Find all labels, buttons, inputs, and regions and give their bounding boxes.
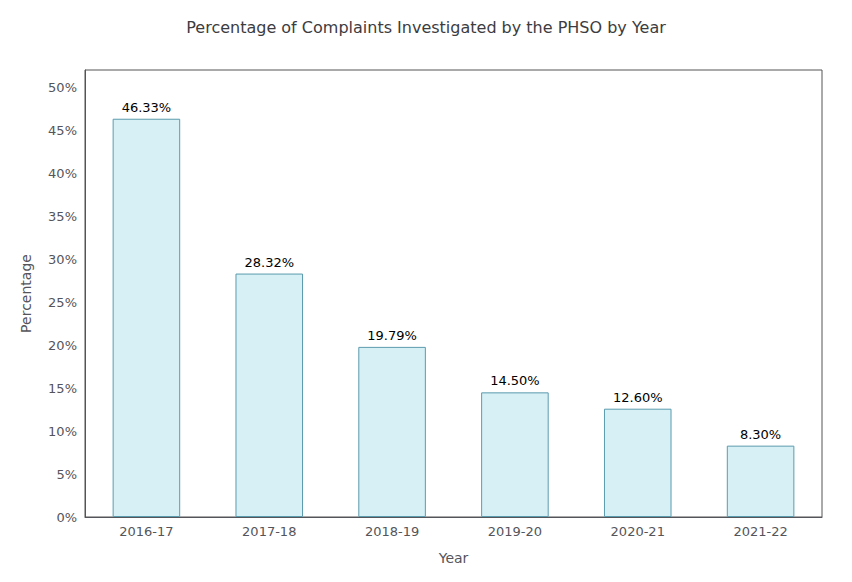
svg-text:25%: 25% — [48, 295, 77, 310]
svg-text:35%: 35% — [48, 209, 77, 224]
svg-text:50%: 50% — [48, 80, 77, 95]
svg-text:15%: 15% — [48, 381, 77, 396]
svg-text:8.30%: 8.30% — [740, 427, 781, 442]
svg-text:10%: 10% — [48, 424, 77, 439]
svg-text:2019-20: 2019-20 — [488, 524, 542, 539]
svg-text:12.60%: 12.60% — [613, 390, 663, 405]
svg-text:2021-22: 2021-22 — [733, 524, 787, 539]
svg-text:46.33%: 46.33% — [122, 100, 172, 115]
svg-text:45%: 45% — [48, 123, 77, 138]
svg-text:20%: 20% — [48, 338, 77, 353]
svg-text:0%: 0% — [56, 510, 77, 525]
svg-text:28.32%: 28.32% — [244, 255, 294, 270]
svg-text:Year: Year — [438, 550, 469, 566]
svg-text:2020-21: 2020-21 — [611, 524, 665, 539]
svg-text:19.79%: 19.79% — [367, 328, 417, 343]
svg-text:5%: 5% — [56, 467, 77, 482]
svg-text:40%: 40% — [48, 166, 77, 181]
svg-text:2018-19: 2018-19 — [365, 524, 419, 539]
svg-text:30%: 30% — [48, 252, 77, 267]
svg-text:2016-17: 2016-17 — [119, 524, 173, 539]
svg-text:2017-18: 2017-18 — [242, 524, 296, 539]
svg-text:Percentage: Percentage — [18, 254, 34, 333]
svg-text:Percentage of Complaints Inves: Percentage of Complaints Investigated by… — [186, 18, 666, 37]
svg-text:14.50%: 14.50% — [490, 373, 540, 388]
